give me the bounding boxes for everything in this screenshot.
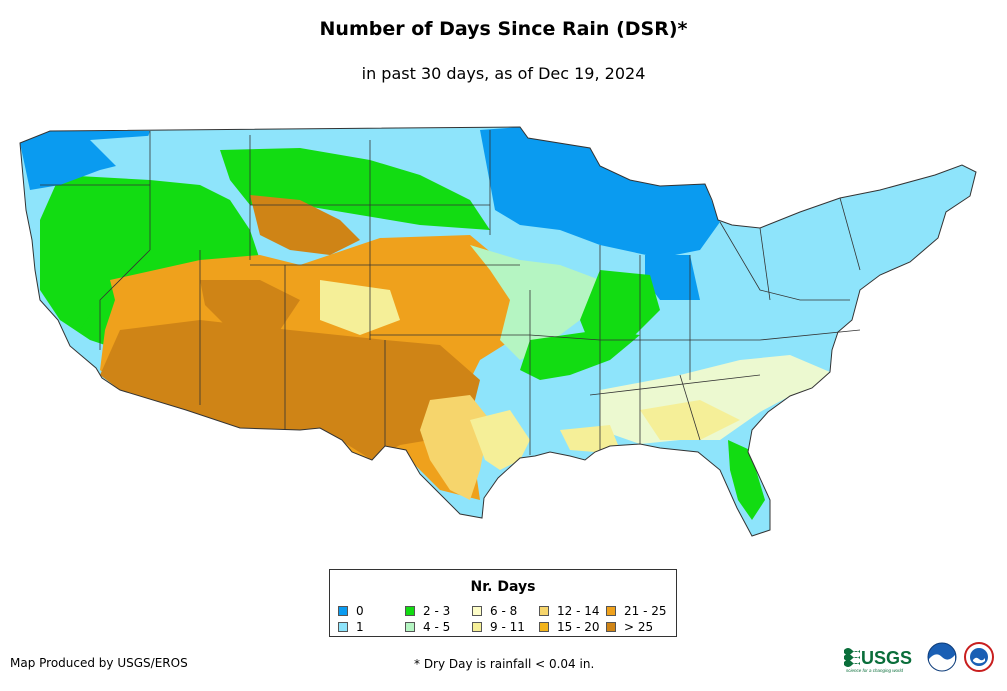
legend-label: 6 - 8 — [490, 604, 518, 618]
legend-label: 1 — [356, 620, 364, 634]
legend-item-7: 15 - 20 — [539, 620, 600, 634]
legend-label: > 25 — [624, 620, 654, 634]
legend-label: 21 - 25 — [624, 604, 667, 618]
usgs-tagline: science for a changing world — [846, 668, 904, 673]
legend-item-8: 21 - 25 — [606, 604, 667, 618]
legend-swatch — [338, 606, 348, 616]
usgs-logo: USGS science for a changing world — [844, 648, 912, 673]
usgs-logo-text: USGS — [861, 648, 912, 668]
legend-swatch — [539, 622, 549, 632]
map-credit: Map Produced by USGS/EROS — [10, 656, 188, 670]
agency-logos: USGS science for a changing world — [844, 642, 994, 674]
legend-label: 0 — [356, 604, 364, 618]
legend-item-0: 0 — [338, 604, 364, 618]
legend-swatch — [472, 606, 482, 616]
legend-swatch — [405, 606, 415, 616]
legend-item-6: 12 - 14 — [539, 604, 600, 618]
legend-item-4: 6 - 8 — [472, 604, 517, 618]
legend-label: 4 - 5 — [423, 620, 451, 634]
legend-title: Nr. Days — [470, 579, 536, 595]
legend-label: 12 - 14 — [557, 604, 600, 618]
legend-item-9: > 25 — [606, 620, 653, 634]
legend-item-2: 2 - 3 — [405, 604, 450, 618]
legend-swatch — [606, 622, 616, 632]
legend-swatch — [405, 622, 415, 632]
legend-label: 15 - 20 — [557, 620, 600, 634]
legend-swatch — [338, 622, 348, 632]
legend-swatch — [539, 606, 549, 616]
nws-logo — [964, 642, 994, 672]
footnote: * Dry Day is rainfall < 0.04 in. — [414, 657, 595, 671]
map-title: Number of Days Since Rain (DSR)* — [319, 18, 688, 40]
legend: Nr. Days 0 1 2 - 3 4 - 5 6 - 8 9 - 11 12… — [329, 569, 677, 637]
legend-item-5: 9 - 11 — [472, 620, 525, 634]
legend-item-1: 1 — [338, 620, 364, 634]
legend-label: 2 - 3 — [423, 604, 451, 618]
dsr-map — [19, 126, 977, 537]
noaa-logo — [927, 642, 957, 674]
legend-swatch — [606, 606, 616, 616]
map-subtitle: in past 30 days, as of Dec 19, 2024 — [361, 64, 646, 83]
legend-label: 9 - 11 — [490, 620, 525, 634]
legend-item-3: 4 - 5 — [405, 620, 450, 634]
legend-swatch — [472, 622, 482, 632]
